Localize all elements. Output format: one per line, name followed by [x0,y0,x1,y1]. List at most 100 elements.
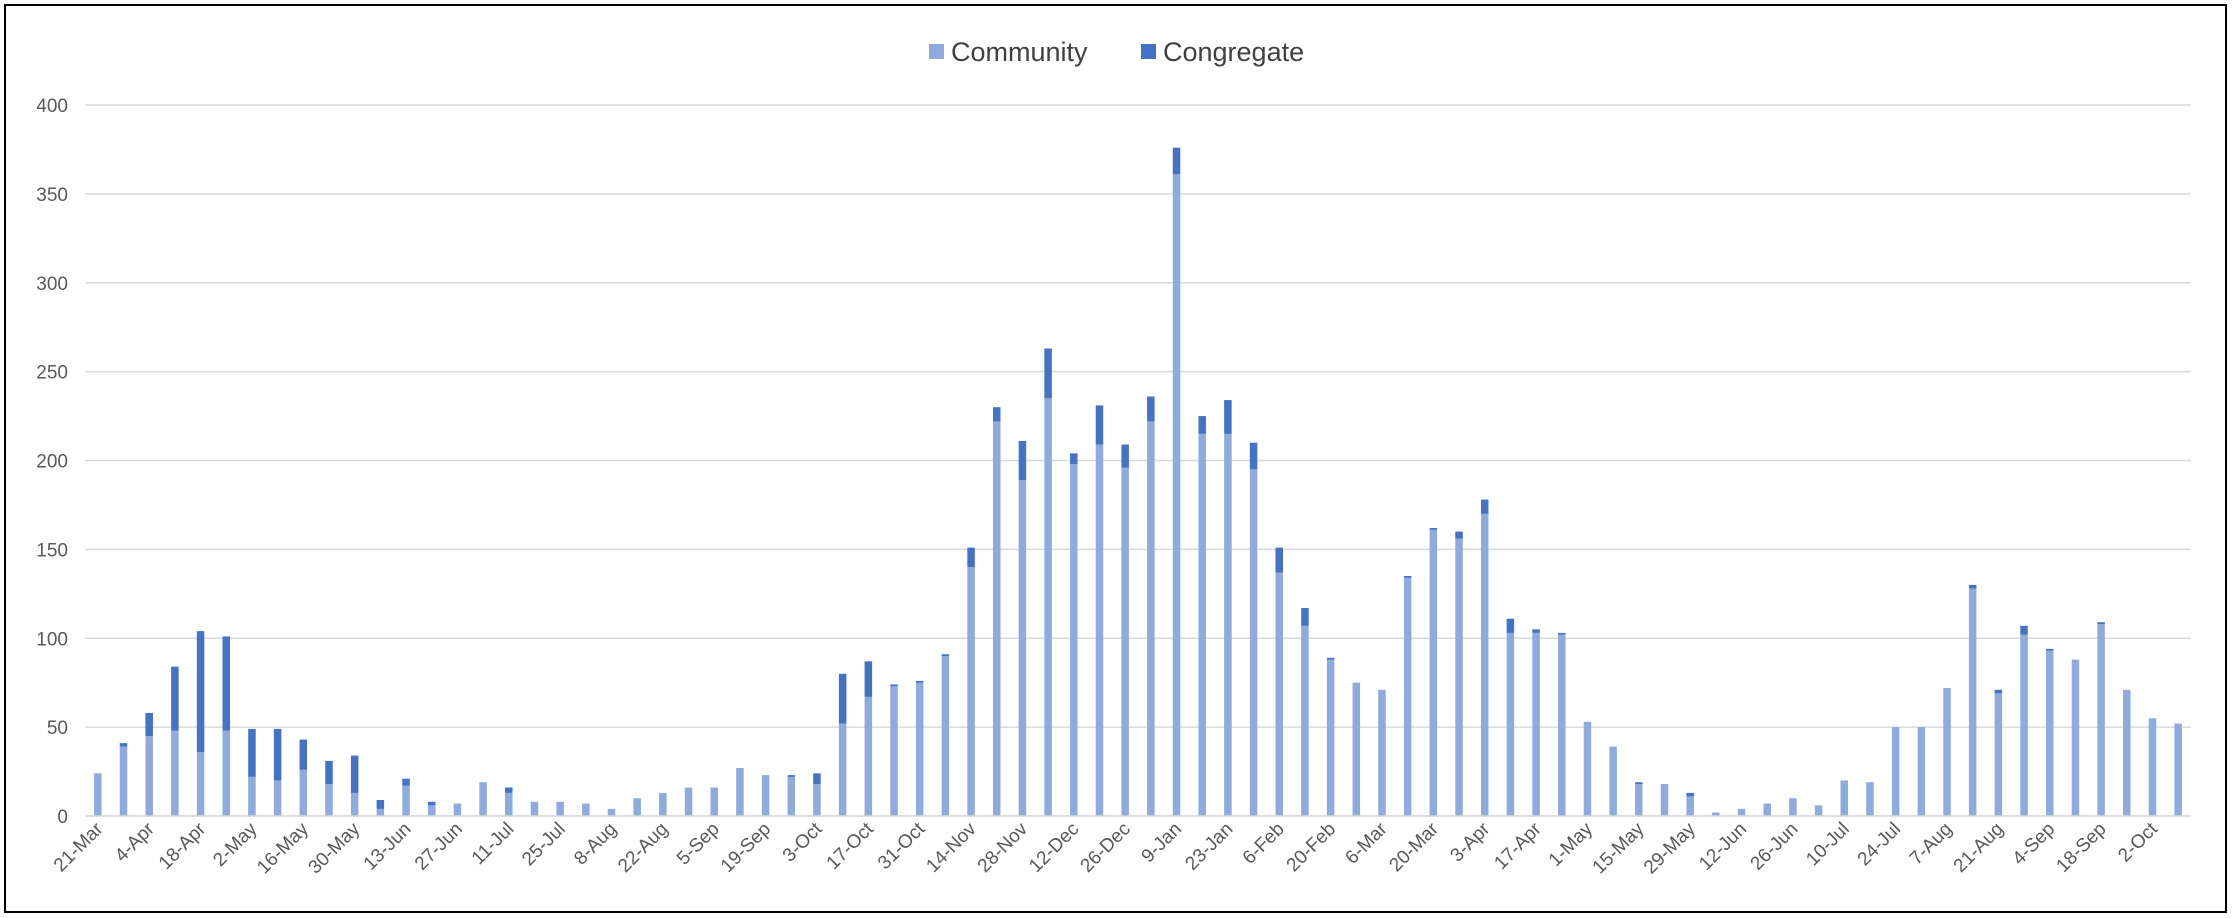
bar-community [1224,433,1232,816]
bar-congregate [222,636,231,731]
bar-community [1891,727,1900,816]
x-tick-label: 16-May [253,818,313,878]
y-tick-label: 150 [36,540,68,561]
x-tick-label: 19-Sep [717,819,775,877]
bar-community [813,784,821,816]
bar-community [684,787,693,816]
bar-congregate [915,680,924,683]
bar-congregate [1532,629,1540,633]
x-tick-label: 3-Oct [779,818,827,866]
y-tick-label: 350 [36,185,68,206]
bar-community [325,784,333,816]
bar-community [1352,682,1361,816]
bar-community [453,803,462,816]
bar-congregate [505,787,513,793]
bar-community [350,792,359,816]
bar-congregate [967,547,975,568]
bar-community [1121,467,1129,816]
bar-community [2148,718,2157,816]
x-tick-label: 17-Apr [1490,818,1546,874]
bar-community [479,782,487,816]
bar-community [1558,634,1566,816]
bar-community [119,746,128,816]
bar-congregate [1994,689,2003,694]
x-tick-label: 22-Aug [614,819,672,877]
bar-community [1943,688,1951,816]
chart-gridlines [85,104,2191,817]
bar-community [1814,805,1823,816]
y-tick-label: 400 [36,96,68,117]
bar-community [941,656,950,816]
x-tick-label: 11-Jul [468,819,518,869]
bar-community [787,776,796,816]
bar-congregate [838,673,847,724]
bar-community [1301,625,1309,816]
y-tick-label: 250 [36,363,68,384]
bar-community [376,808,385,816]
x-tick-label: 26-Jun [1747,819,1803,875]
bar-congregate [248,728,256,777]
bar-community [1968,588,1977,816]
x-tick-label: 25-Jul [518,819,569,870]
bar-community [2174,723,2182,816]
bar-congregate [1455,531,1463,539]
bar-community [145,736,153,816]
bar-community [1609,746,1617,816]
bar-community [915,682,924,816]
chart-legend: Community Congregate [929,37,1304,67]
x-tick-label: 14-Nov [922,818,981,877]
bar-congregate [1558,632,1566,635]
bar-congregate [1147,396,1155,422]
legend-label-community: Community [951,37,1088,67]
bar-community [1994,693,2003,816]
bar-congregate [1403,576,1412,578]
stacked-bar-chart: Community Congregate 0 50 100 150 200 250 300 35… [36,37,2191,878]
x-tick-label: 28-Nov [974,818,1033,877]
bar-community [1198,433,1206,816]
bar-community [1480,513,1489,816]
bar-community [1429,529,1438,816]
bar-congregate [1429,528,1438,530]
bar-congregate [145,712,153,737]
bar-community [967,567,975,816]
bar-congregate [1326,657,1335,660]
bar-community [1635,784,1643,816]
bar-community [1506,632,1515,816]
x-tick-label: 18-Apr [155,818,211,874]
x-tick-label: 4-Apr [111,818,159,866]
bar-community [1686,796,1694,816]
y-axis: 0 50 100 150 200 250 300 350 400 [36,96,68,828]
bar-community [222,730,231,816]
bar-congregate [813,773,821,785]
x-tick-label: 10-Jul [1802,819,1853,870]
bar-community [1455,538,1463,816]
x-tick-label: 26-Dec [1077,819,1135,877]
x-tick-label: 20-Feb [1283,819,1340,876]
x-tick-label: 23-Jan [1181,819,1237,875]
bar-community [1249,469,1258,816]
x-tick-label: 13-Jun [360,819,416,875]
bar-community [1866,782,1874,816]
x-tick-label: 12-Dec [1025,819,1083,877]
bar-congregate [1275,547,1284,573]
chart-frame: Community Congregate 0 50 100 150 200 250 300 35… [4,4,2227,913]
bar-congregate [992,407,1001,422]
bar-congregate [196,631,205,753]
x-tick-label: 29-May [1640,818,1700,878]
bar-community [248,776,256,816]
bar-community [2071,659,2080,816]
bar-congregate [376,800,385,809]
bar-community [659,792,667,816]
bar-congregate [787,775,796,777]
bar-community [1737,808,1746,816]
y-tick-label: 0 [57,807,68,828]
bar-congregate [171,666,179,731]
bar-community [505,792,513,816]
y-tick-label: 50 [47,718,68,739]
bar-community [1275,572,1284,816]
bar-congregate [1635,782,1643,785]
x-tick-label: 15-May [1589,818,1649,878]
bar-congregate [325,760,333,785]
x-tick-label: 30-May [305,818,365,878]
